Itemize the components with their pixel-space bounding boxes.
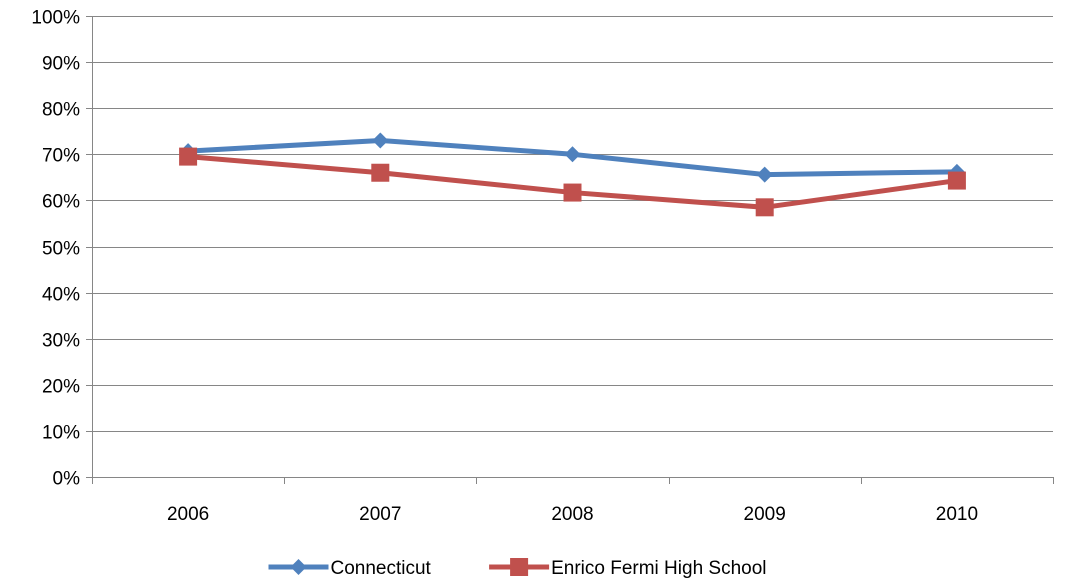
y-tick-label: 90%	[42, 54, 80, 75]
x-tick-label: 2009	[744, 504, 786, 525]
legend-marker	[290, 559, 307, 575]
legend-label: Enrico Fermi High School	[551, 558, 766, 579]
x-tick-labels: 2006 2007 2008 2009 2010	[167, 504, 978, 525]
y-tick-label: 40%	[42, 285, 80, 306]
x-tick-label: 2007	[359, 504, 401, 525]
y-tick-label: 80%	[42, 100, 80, 121]
legend-label: Connecticut	[331, 558, 432, 579]
y-tick-label: 50%	[42, 239, 80, 260]
y-tick-label: 20%	[42, 377, 80, 398]
x-tick-label: 2008	[551, 504, 593, 525]
legend: Connecticut Enrico Fermi High School	[268, 558, 767, 579]
data-point	[756, 166, 773, 183]
data-point	[563, 183, 582, 202]
y-tick-label: 100%	[31, 8, 80, 29]
data-point	[372, 132, 389, 149]
data-point	[179, 147, 198, 166]
series-connecticut	[180, 132, 965, 183]
y-tick-label: 30%	[42, 331, 80, 352]
legend-marker	[510, 558, 529, 576]
gridlines	[92, 16, 1053, 432]
x-tick-label: 2006	[167, 504, 209, 525]
y-tick-label: 0%	[53, 469, 81, 490]
data-point	[755, 198, 774, 217]
data-point	[564, 146, 581, 163]
y-tick-label: 70%	[42, 146, 80, 167]
data-point	[371, 163, 390, 182]
y-tick-labels: 0% 10% 20% 30% 40% 50% 60% 70% 80% 90% 100%	[31, 8, 80, 490]
series-layer	[179, 132, 966, 217]
data-point	[947, 171, 966, 190]
legend-entry: Connecticut	[268, 558, 432, 579]
axes	[86, 16, 1054, 484]
x-tick-label: 2010	[936, 504, 978, 525]
legend-entry: Enrico Fermi High School	[489, 558, 767, 579]
y-tick-label: 10%	[42, 423, 80, 444]
series-enrico-fermi-high-school	[179, 147, 966, 217]
y-tick-label: 60%	[42, 192, 80, 213]
